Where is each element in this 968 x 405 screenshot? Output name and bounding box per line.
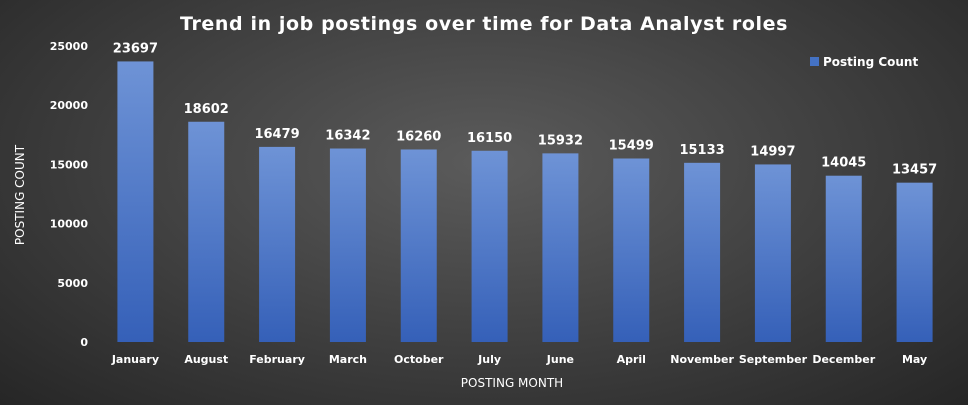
x-tick-label: May	[902, 353, 927, 366]
data-label: 23697	[113, 41, 158, 56]
x-tick-label: June	[546, 353, 574, 366]
y-tick-label: 20000	[50, 99, 89, 112]
x-tick-label: October	[394, 353, 444, 366]
x-tick-label: August	[184, 353, 228, 366]
bar	[896, 182, 933, 342]
chart-title: Trend in job postings over time for Data…	[180, 13, 788, 35]
bar	[400, 149, 437, 342]
data-label: 16342	[325, 129, 370, 144]
y-axis-label: POSTING COUNT	[13, 144, 27, 245]
data-labels-group: 23697 18602 16479 16342 16260 16150 15932 15499…	[113, 41, 937, 177]
bar	[471, 150, 508, 342]
data-label: 14045	[821, 156, 866, 171]
y-tick-label: 25000	[50, 40, 89, 53]
x-axis-ticks: January August February March October July Jun…	[111, 353, 927, 366]
bar	[542, 153, 579, 342]
y-tick-label: 15000	[50, 158, 89, 171]
x-tick-label: March	[329, 353, 367, 366]
x-tick-label: July	[477, 353, 501, 366]
legend: Posting Count	[810, 55, 918, 69]
x-axis-label: POSTING MONTH	[461, 376, 563, 390]
y-tick-label: 5000	[57, 277, 88, 290]
x-tick-label: November	[670, 353, 734, 366]
legend-swatch	[810, 57, 819, 66]
data-label: 16150	[467, 131, 512, 146]
x-tick-label: January	[111, 353, 159, 366]
y-tick-label: 0	[80, 336, 88, 349]
x-tick-label: February	[249, 353, 305, 366]
legend-label: Posting Count	[823, 55, 918, 69]
y-axis-ticks: 0 5000 10000 15000 20000 25000	[50, 40, 89, 349]
y-tick-label: 10000	[50, 218, 89, 231]
x-tick-label: April	[617, 353, 646, 366]
bar	[259, 146, 296, 342]
data-label: 16260	[396, 129, 441, 144]
bar	[825, 175, 862, 342]
bar	[754, 164, 791, 342]
bar	[329, 148, 366, 342]
data-label: 18602	[184, 102, 229, 117]
x-tick-label: September	[739, 353, 808, 366]
bar	[613, 158, 650, 342]
data-label: 15133	[679, 143, 724, 158]
bar	[684, 162, 721, 342]
data-label: 14997	[750, 144, 795, 159]
bar	[188, 121, 225, 342]
data-label: 15932	[538, 133, 583, 148]
data-label: 16479	[254, 127, 299, 142]
data-label: 15499	[609, 138, 654, 153]
x-tick-label: December	[812, 353, 875, 366]
bar	[117, 61, 154, 342]
bars-group	[117, 61, 933, 342]
data-label: 13457	[892, 163, 937, 178]
